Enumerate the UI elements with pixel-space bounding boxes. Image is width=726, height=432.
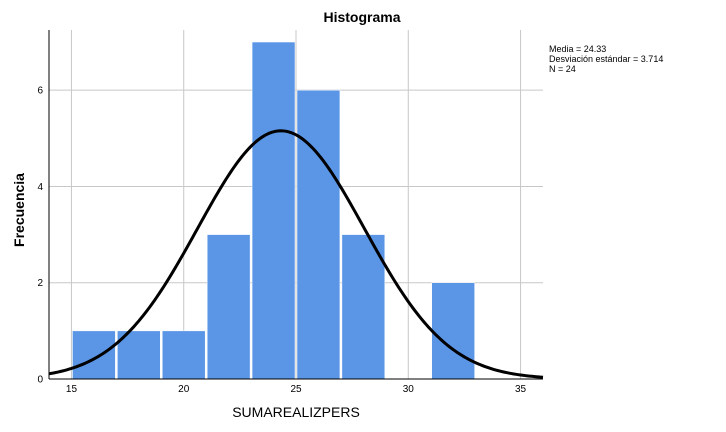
histogram-bar bbox=[72, 330, 116, 380]
histogram-bar bbox=[251, 41, 296, 380]
histogram-bar bbox=[206, 234, 251, 380]
normal-curve-group bbox=[48, 129, 544, 379]
bars bbox=[72, 41, 475, 380]
statistics-box: Media = 24.33 Desviación estándar = 3.71… bbox=[549, 44, 663, 74]
y-tick-label: 2 bbox=[37, 278, 43, 289]
chart-title: Histograma bbox=[323, 9, 400, 25]
x-tick-label: 15 bbox=[66, 384, 78, 395]
y-tick-label: 4 bbox=[37, 182, 43, 193]
normal-curve bbox=[48, 129, 544, 379]
stat-mean: Media = 24.33 bbox=[549, 44, 607, 54]
histogram-bar bbox=[431, 282, 475, 380]
x-tick-label: 35 bbox=[515, 384, 527, 395]
y-axis-label: Frecuencia bbox=[11, 173, 27, 247]
x-tick-label: 30 bbox=[403, 384, 415, 395]
axes bbox=[48, 30, 543, 380]
y-tick-label: 0 bbox=[37, 375, 43, 386]
histogram-bar bbox=[162, 330, 206, 380]
histogram-bar bbox=[341, 234, 386, 380]
histogram-bar bbox=[296, 89, 341, 380]
x-axis-label: SUMAREALIZPERS bbox=[232, 404, 360, 420]
y-tick-label: 6 bbox=[37, 86, 43, 97]
stat-std-dev: Desviación estándar = 3.714 bbox=[549, 54, 664, 64]
stat-n: N = 24 bbox=[549, 64, 576, 74]
x-tick-label: 20 bbox=[178, 384, 190, 395]
tick-labels: 15 20 25 30 35 0 2 4 6 bbox=[37, 86, 526, 395]
x-tick-label: 25 bbox=[290, 384, 302, 395]
histogram-bar bbox=[117, 330, 161, 380]
